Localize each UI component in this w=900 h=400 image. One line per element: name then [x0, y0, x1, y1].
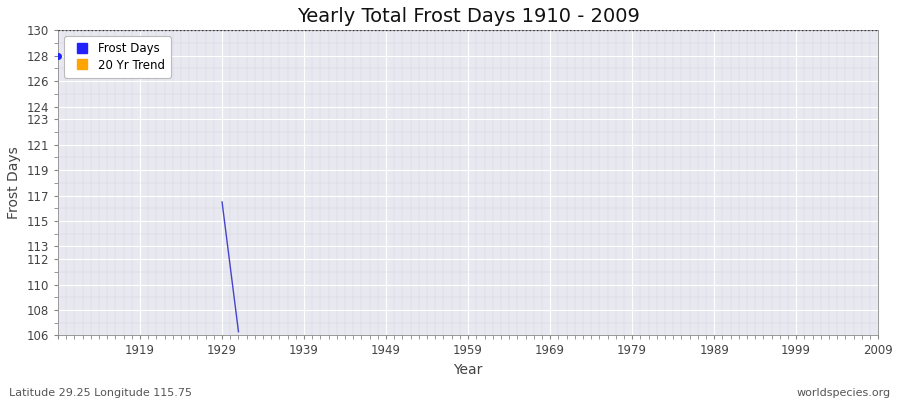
Text: worldspecies.org: worldspecies.org [796, 388, 891, 398]
Text: Latitude 29.25 Longitude 115.75: Latitude 29.25 Longitude 115.75 [9, 388, 192, 398]
Title: Yearly Total Frost Days 1910 - 2009: Yearly Total Frost Days 1910 - 2009 [297, 7, 640, 26]
Legend: Frost Days, 20 Yr Trend: Frost Days, 20 Yr Trend [64, 36, 171, 78]
X-axis label: Year: Year [454, 363, 482, 377]
Y-axis label: Frost Days: Frost Days [7, 146, 21, 219]
